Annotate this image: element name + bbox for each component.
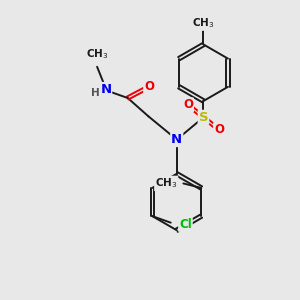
Text: S: S [199,111,208,124]
Text: CH$_3$: CH$_3$ [86,48,108,62]
Text: CH$_3$: CH$_3$ [192,16,215,30]
Text: O: O [214,123,224,136]
Text: O: O [144,80,154,93]
Text: H: H [91,88,99,98]
Text: N: N [100,82,112,96]
Text: N: N [171,133,182,146]
Text: CH$_3$: CH$_3$ [155,176,177,190]
Text: Cl: Cl [179,218,192,231]
Text: O: O [183,98,193,111]
